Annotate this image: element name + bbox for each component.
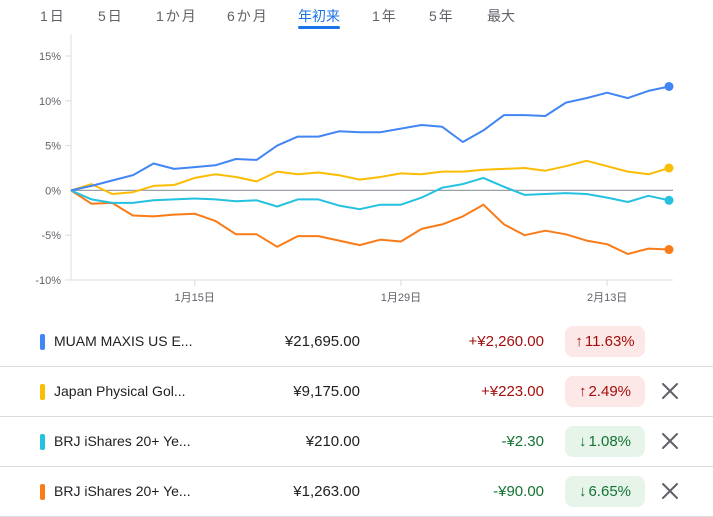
y-tick-label: 15% [39,51,61,63]
tab-1m[interactable]: 1か月 [156,8,198,24]
percent-value: 6.65% [588,483,632,500]
list-item[interactable]: MUAM MAXIS US E... ¥21,695.00 +¥2,260.00… [0,317,713,367]
tab-5d[interactable]: 5日 [98,8,124,24]
percent-change-badge: ↑ 2.49% [565,376,645,407]
series-color-swatch [40,434,45,450]
percent-value: 1.08% [588,433,632,450]
series-line [70,159,670,195]
holding-change: -¥90.00 [493,483,544,500]
holding-name: BRJ iShares 20+ Ye... [54,433,191,449]
holding-change: +¥223.00 [481,383,544,400]
y-tick-label: -10% [35,275,61,287]
series-line [70,176,670,211]
y-tick-label: 0% [45,185,61,197]
x-tick-label: 1月15日 [175,292,215,304]
series-end-point [664,81,674,91]
x-tick-label: 1月29日 [381,292,421,304]
close-icon[interactable] [659,480,681,502]
series-end-point [664,163,674,173]
holdings-list: MUAM MAXIS US E... ¥21,695.00 +¥2,260.00… [0,317,713,517]
holding-name: BRJ iShares 20+ Ye... [54,483,191,499]
active-tab-indicator [298,26,340,29]
arrow-up-icon: ↑ [575,333,583,350]
tab-5y[interactable]: 5年 [429,8,455,24]
y-tick-label: 10% [39,96,61,108]
series-line [70,189,670,255]
x-tick-label: 2月13日 [587,292,627,304]
series-end-point [664,245,674,255]
close-icon[interactable] [659,430,681,452]
percent-change-badge: ↓ 6.65% [565,476,645,507]
percent-change-badge: ↑ 11.63% [565,326,645,357]
holding-price: ¥21,695.00 [284,333,360,350]
close-icon[interactable] [659,380,681,402]
series-color-swatch [40,384,45,400]
tab-1d[interactable]: 1日 [40,8,66,24]
list-item[interactable]: Japan Physical Gol... ¥9,175.00 +¥223.00… [0,367,713,417]
tab-6m[interactable]: 6か月 [227,8,269,24]
series-end-point [664,195,674,205]
holding-price: ¥1,263.00 [293,483,360,500]
tab-max[interactable]: 最大 [487,8,515,24]
holding-change: -¥2.30 [501,433,544,450]
percent-value: 11.63% [584,333,635,350]
series-color-swatch [40,334,45,350]
comparison-chart: 15% 10% 5% 0% -5% -10% 1月15日 1月29日 2月13日 [35,34,674,304]
y-tick-label: -5% [41,230,61,242]
series-line [70,85,670,192]
arrow-down-icon: ↓ [578,483,587,500]
series-color-swatch [40,484,45,500]
tab-1y[interactable]: 1年 [372,8,398,24]
tab-ytd[interactable]: 年初来 [298,8,340,24]
list-item[interactable]: BRJ iShares 20+ Ye... ¥1,263.00 -¥90.00 … [0,467,713,517]
holding-change: +¥2,260.00 [468,333,545,350]
arrow-down-icon: ↓ [578,433,587,450]
holding-price: ¥9,175.00 [293,383,360,400]
holding-name: Japan Physical Gol... [54,383,186,399]
percent-change-badge: ↓ 1.08% [565,426,645,457]
arrow-up-icon: ↑ [578,383,587,400]
range-tabs: 1日 5日 1か月 6か月 年初来 1年 5年 最大 [0,0,713,34]
percent-value: 2.49% [588,383,632,400]
holding-price: ¥210.00 [305,433,360,450]
list-item[interactable]: BRJ iShares 20+ Ye... ¥210.00 -¥2.30 ↓ 1… [0,417,713,467]
y-tick-label: 5% [45,141,61,153]
holding-name: MUAM MAXIS US E... [54,333,193,349]
